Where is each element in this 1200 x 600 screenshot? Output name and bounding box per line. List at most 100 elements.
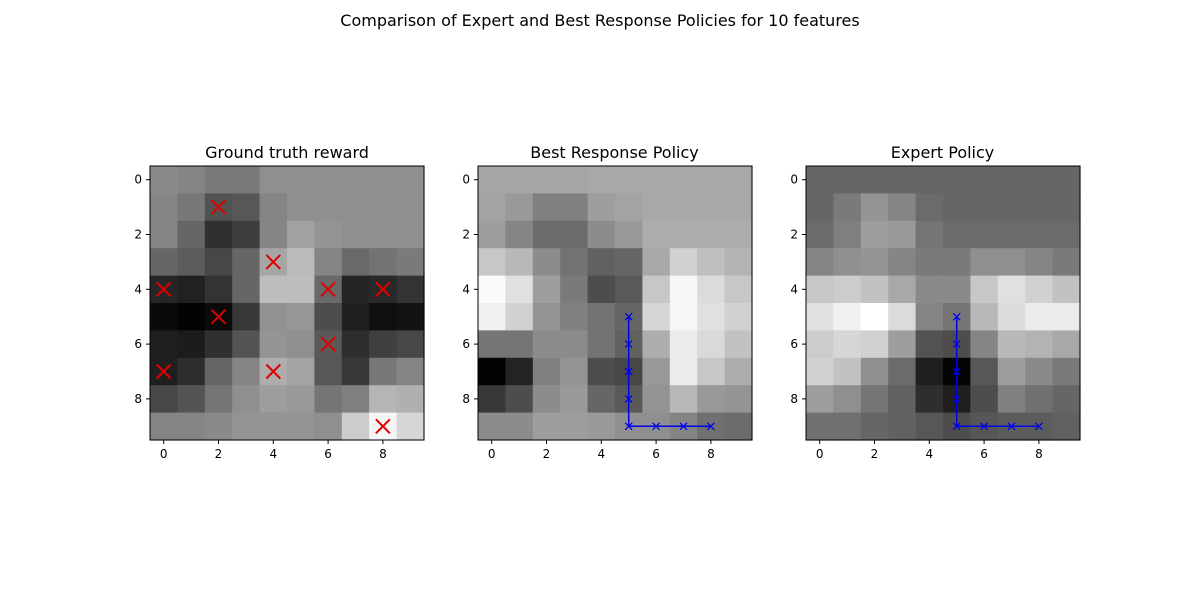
heatmap-cell bbox=[259, 275, 288, 304]
heatmap-cell bbox=[806, 412, 834, 441]
heatmap-cell bbox=[1052, 220, 1081, 249]
heatmap-cell bbox=[478, 275, 506, 304]
heatmap-cell bbox=[287, 193, 315, 222]
heatmap-cell bbox=[997, 275, 1026, 304]
heatmap-cell bbox=[888, 275, 917, 304]
heatmap-cell bbox=[232, 275, 261, 304]
heatmap-cell bbox=[369, 166, 398, 194]
heatmap-cell bbox=[806, 303, 834, 331]
heatmap-cell bbox=[478, 193, 506, 222]
heatmap-cell bbox=[287, 303, 315, 331]
heatmap-cell bbox=[505, 166, 534, 194]
heatmap-cell bbox=[177, 193, 206, 222]
heatmap-cell bbox=[259, 385, 288, 414]
heatmap-cell bbox=[997, 248, 1026, 277]
reward-marker bbox=[320, 336, 336, 352]
y-tick-label: 6 bbox=[462, 337, 470, 351]
heatmap-cell bbox=[943, 248, 971, 277]
heatmap-cell bbox=[860, 220, 889, 249]
heatmap-cell bbox=[287, 357, 315, 386]
x-tick-label: 8 bbox=[707, 447, 715, 461]
heatmap-cell bbox=[888, 220, 917, 249]
heatmap-cell bbox=[943, 275, 971, 304]
heatmap-cell bbox=[915, 193, 944, 222]
heatmap-cell bbox=[560, 166, 589, 194]
heatmap-cell bbox=[287, 330, 315, 359]
reward-marker bbox=[155, 281, 172, 298]
heatmap-cell bbox=[259, 412, 288, 441]
heatmap-cell bbox=[478, 330, 506, 359]
heatmap-cell bbox=[259, 220, 288, 249]
heatmap-cell bbox=[860, 412, 889, 441]
heatmap-cell bbox=[833, 220, 862, 249]
heatmap-cell bbox=[642, 248, 671, 277]
heatmap-cell bbox=[478, 385, 506, 414]
heatmap-cells bbox=[478, 166, 753, 441]
heatmap-cell bbox=[505, 412, 534, 441]
heatmap-cell bbox=[532, 357, 561, 386]
heatmap-cell bbox=[915, 220, 944, 249]
y-tick-label: 0 bbox=[462, 173, 470, 187]
heatmap-cell bbox=[615, 248, 643, 277]
heatmap-cell bbox=[669, 220, 698, 249]
heatmap-cell bbox=[970, 330, 999, 359]
reward-marker bbox=[320, 281, 336, 298]
panel-expert-policy: Expert Policy 0 2 4 6 8 0 2 4 6 8 bbox=[790, 143, 1081, 461]
heatmap-cell bbox=[615, 193, 643, 222]
heatmap-cell bbox=[259, 330, 288, 359]
y-tick-label: 8 bbox=[134, 392, 142, 406]
heatmap-cell bbox=[505, 193, 534, 222]
heatmap-cell bbox=[587, 248, 616, 277]
y-tick-label: 4 bbox=[134, 282, 142, 296]
y-tick-label: 2 bbox=[462, 228, 470, 242]
heatmap-cell bbox=[560, 193, 589, 222]
heatmap-cell bbox=[970, 275, 999, 304]
heatmap-cell bbox=[369, 193, 398, 222]
heatmap-cell bbox=[560, 275, 589, 304]
heatmap-cell bbox=[505, 357, 534, 386]
heatmap-cell bbox=[396, 248, 425, 277]
x-tick-label: 4 bbox=[925, 447, 933, 461]
y-tick-label: 8 bbox=[790, 392, 798, 406]
heatmap-cell bbox=[888, 330, 917, 359]
heatmap-cell bbox=[833, 193, 862, 222]
policy-path-line bbox=[627, 316, 711, 428]
heatmap-cell bbox=[888, 303, 917, 331]
heatmap-cell bbox=[587, 166, 616, 194]
heatmap-cell bbox=[1025, 193, 1054, 222]
heatmap-cell bbox=[314, 193, 343, 222]
heatmap-cell bbox=[314, 385, 343, 414]
policy-path-point bbox=[952, 312, 961, 321]
policy-path-point bbox=[952, 340, 961, 349]
reward-marker bbox=[210, 308, 227, 325]
heatmap-cell bbox=[833, 357, 862, 386]
heatmap-cell bbox=[532, 412, 561, 441]
heatmap-cell bbox=[560, 303, 589, 331]
heatmap-cell bbox=[860, 166, 889, 194]
policy-path-point bbox=[1007, 422, 1016, 431]
heatmap-cell bbox=[724, 330, 753, 359]
heatmap-cell bbox=[997, 330, 1026, 359]
heatmap-cell bbox=[915, 166, 944, 194]
heatmap-cell bbox=[341, 248, 370, 277]
heatmap-cell bbox=[997, 357, 1026, 386]
heatmap-cell bbox=[204, 220, 233, 249]
heatmap-cell bbox=[204, 275, 233, 304]
heatmap-cell bbox=[642, 357, 671, 386]
heatmap-cell bbox=[806, 220, 834, 249]
heatmap-cell bbox=[697, 248, 726, 277]
heatmap-cell bbox=[1025, 303, 1054, 331]
heatmap-cell bbox=[259, 193, 288, 222]
heatmap-cell bbox=[478, 303, 506, 331]
heatmap-cell bbox=[1025, 220, 1054, 249]
heatmap-cell bbox=[970, 166, 999, 194]
heatmap-cell bbox=[478, 220, 506, 249]
heatmap-cell bbox=[669, 166, 698, 194]
heatmap-cell bbox=[888, 193, 917, 222]
heatmap-cell bbox=[1052, 248, 1081, 277]
heatmap-cell bbox=[587, 303, 616, 331]
heatmap-cell bbox=[724, 357, 753, 386]
policy-path-point bbox=[1034, 422, 1043, 431]
heatmap-cell bbox=[177, 385, 206, 414]
figure-title: Comparison of Expert and Best Response P… bbox=[340, 11, 859, 30]
